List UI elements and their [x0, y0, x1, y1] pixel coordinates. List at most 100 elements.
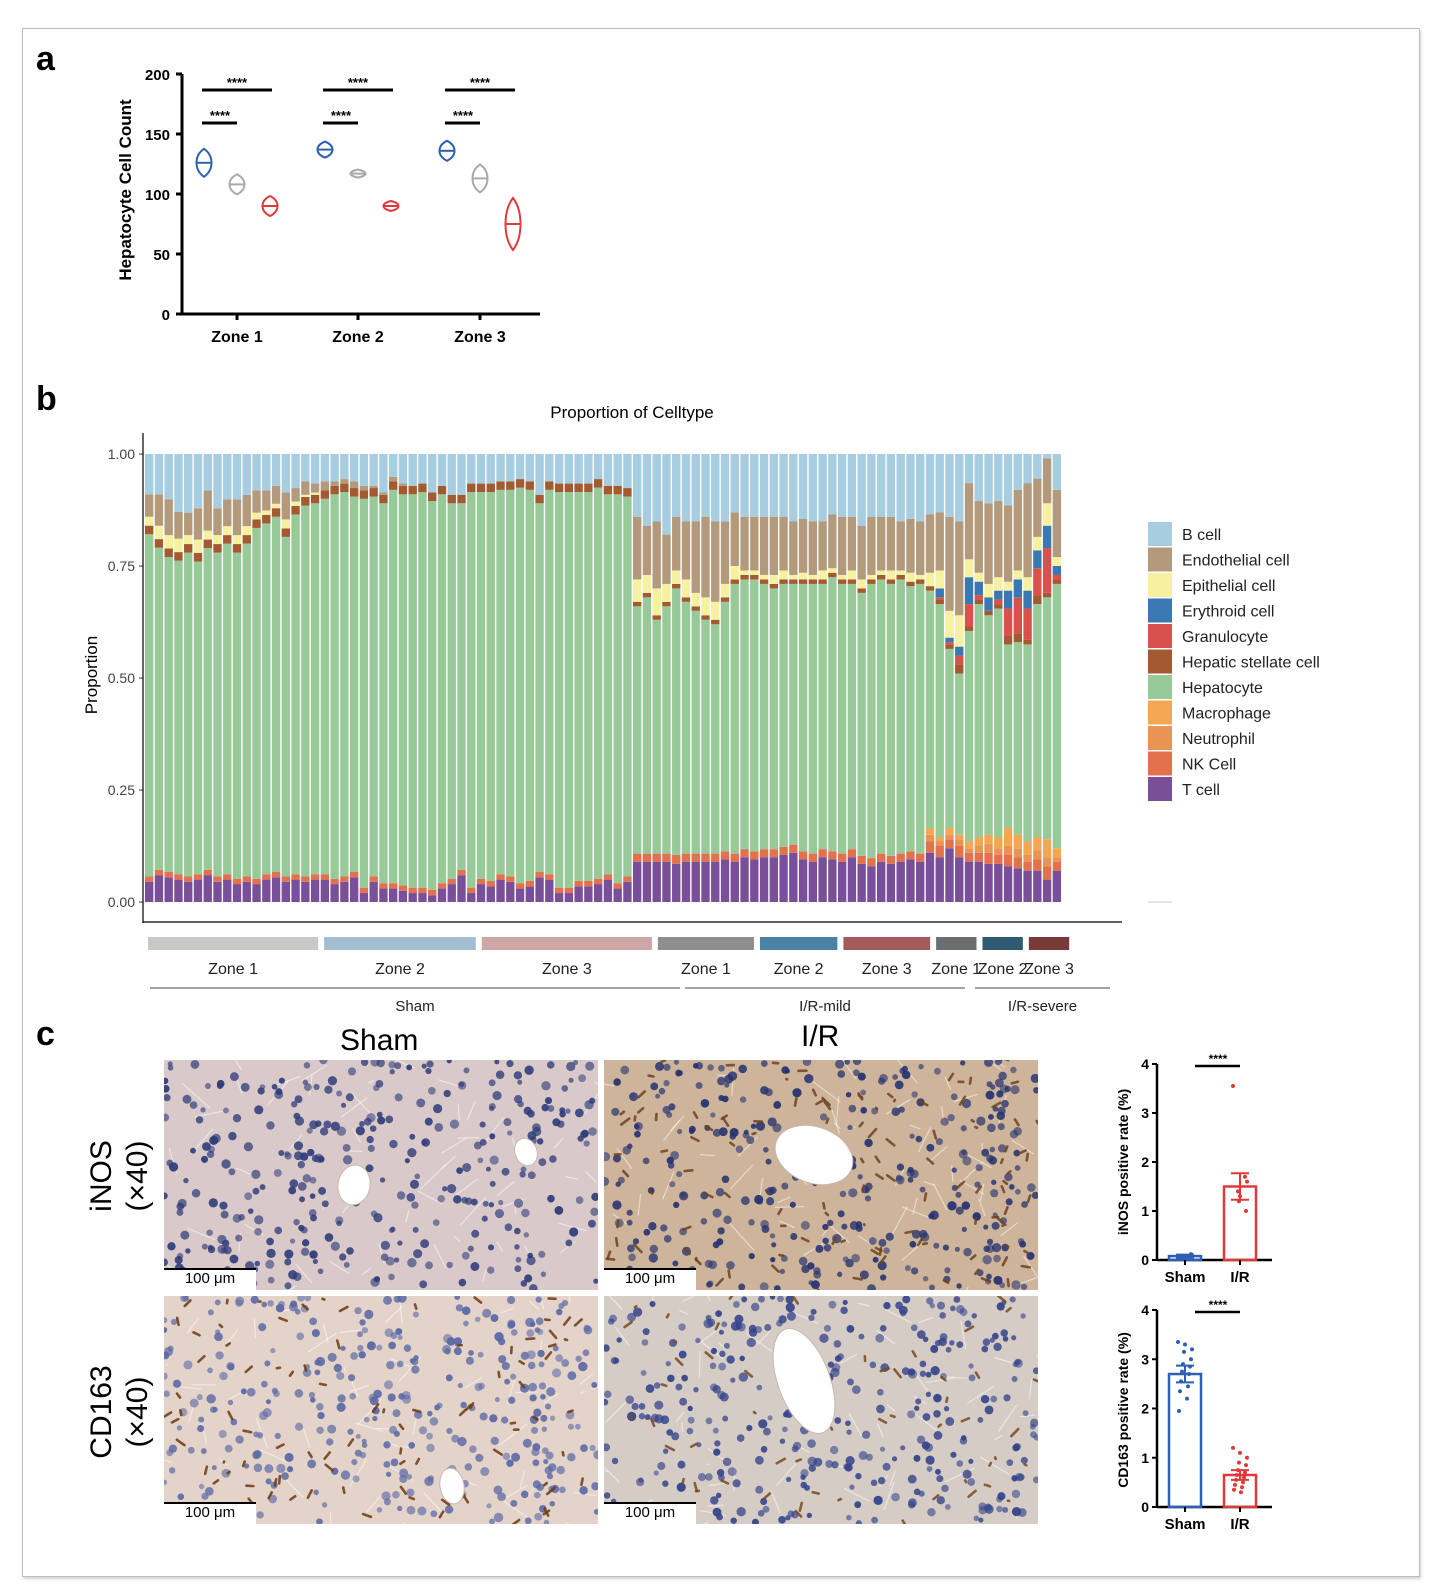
- nucleus: [779, 1268, 785, 1275]
- nucleus: [845, 1420, 851, 1427]
- stacked-bar-segment: [281, 536, 290, 877]
- nucleus: [507, 1130, 513, 1136]
- nucleus: [746, 1424, 753, 1432]
- sinusoid: [1011, 1139, 1035, 1155]
- stacked-bar-segment: [701, 454, 710, 517]
- stacked-bar-segment: [1003, 828, 1013, 846]
- nucleus: [315, 1120, 322, 1127]
- nucleus: [176, 1208, 184, 1216]
- stacked-bar-segment: [789, 844, 798, 853]
- nucleus: [336, 1220, 342, 1227]
- stacked-bar-segment: [213, 454, 222, 509]
- legend-label: Hepatic stellate cell: [1182, 655, 1320, 672]
- nucleus: [538, 1361, 545, 1368]
- nucleus: [526, 1255, 536, 1266]
- nucleus: [878, 1238, 887, 1247]
- stacked-bar-segment: [935, 570, 944, 589]
- stained-cell: [815, 1098, 825, 1106]
- stained-cell: [704, 1351, 714, 1360]
- nucleus: [243, 1142, 253, 1152]
- stacked-bar-segment: [291, 505, 300, 515]
- stacked-bar-segment: [174, 874, 183, 880]
- nucleus: [676, 1128, 683, 1135]
- nucleus: [284, 1452, 294, 1462]
- stained-cell: [532, 1415, 539, 1421]
- nucleus: [346, 1247, 354, 1255]
- stained-cell: [632, 1243, 643, 1254]
- nucleus: [950, 1451, 957, 1458]
- stacked-bar-segment: [935, 846, 944, 858]
- stained-cell: [995, 1216, 1005, 1225]
- stacked-bar-segment: [779, 846, 788, 855]
- nucleus: [626, 1219, 633, 1226]
- nucleus: [834, 1355, 842, 1362]
- data-point: [1245, 1179, 1249, 1184]
- nucleus: [933, 1242, 940, 1249]
- stained-cell: [777, 1208, 783, 1216]
- nucleus: [941, 1484, 949, 1493]
- nucleus: [533, 1408, 542, 1417]
- stacked-bar-segment: [340, 881, 349, 902]
- nucleus: [229, 1072, 239, 1082]
- stacked-bar-segment: [613, 494, 622, 884]
- stained-cell: [852, 1276, 863, 1281]
- stacked-bar-segment: [145, 516, 154, 526]
- stained-cell: [1023, 1249, 1029, 1254]
- stacked-bar-segment: [174, 879, 183, 902]
- nucleus: [895, 1174, 903, 1182]
- nucleus: [527, 1171, 536, 1180]
- stacked-bar-segment: [301, 481, 310, 495]
- violin-shape: [261, 194, 279, 218]
- nucleus: [469, 1445, 477, 1453]
- stained-cell: [164, 1411, 173, 1418]
- sinusoid: [585, 1170, 597, 1183]
- nucleus: [385, 1256, 395, 1266]
- nucleus: [612, 1154, 621, 1163]
- stained-cell: [762, 1492, 772, 1500]
- stacked-bar-segment: [652, 454, 661, 522]
- stained-cell: [227, 1410, 234, 1421]
- panel-b-label: b: [36, 380, 57, 418]
- nucleus: [388, 1273, 395, 1281]
- stacked-bar-segment: [193, 561, 203, 875]
- nucleus: [712, 1427, 719, 1434]
- stained-cell: [858, 1121, 864, 1128]
- sinusoid: [482, 1268, 487, 1282]
- nucleus: [899, 1067, 906, 1074]
- nucleus: [871, 1516, 878, 1524]
- nucleus: [1030, 1431, 1037, 1439]
- data-point: [1185, 1396, 1189, 1401]
- nucleus: [921, 1441, 930, 1450]
- nucleus: [844, 1463, 853, 1472]
- stacked-bar-segment: [174, 552, 183, 561]
- nucleus: [366, 1113, 376, 1123]
- nucleus: [501, 1167, 510, 1176]
- stacked-bar-segment: [340, 492, 349, 877]
- stacked-bar-segment: [154, 494, 164, 526]
- nucleus: [846, 1429, 852, 1435]
- stacked-bar-segment: [252, 884, 261, 902]
- stacked-bar-segment: [662, 454, 671, 535]
- stacked-bar-segment: [935, 454, 944, 513]
- nucleus: [379, 1177, 386, 1183]
- nucleus: [648, 1253, 658, 1263]
- nucleus: [443, 1333, 453, 1344]
- sinusoid: [876, 1329, 896, 1345]
- nucleus: [541, 1447, 549, 1455]
- nucleus: [1011, 1489, 1021, 1499]
- nucleus: [786, 1476, 792, 1482]
- nucleus: [445, 1374, 453, 1382]
- nucleus: [534, 1512, 543, 1521]
- stained-cell: [647, 1074, 655, 1078]
- stained-cell: [694, 1257, 702, 1266]
- nucleus: [514, 1265, 522, 1273]
- stacked-bar-segment: [828, 851, 837, 860]
- nucleus: [727, 1467, 737, 1477]
- nucleus: [989, 1146, 996, 1153]
- nucleus: [638, 1477, 644, 1483]
- stacked-bar-segment: [964, 559, 974, 578]
- nucleus: [962, 1156, 972, 1166]
- stained-cell: [703, 1192, 714, 1199]
- nucleus: [849, 1221, 859, 1230]
